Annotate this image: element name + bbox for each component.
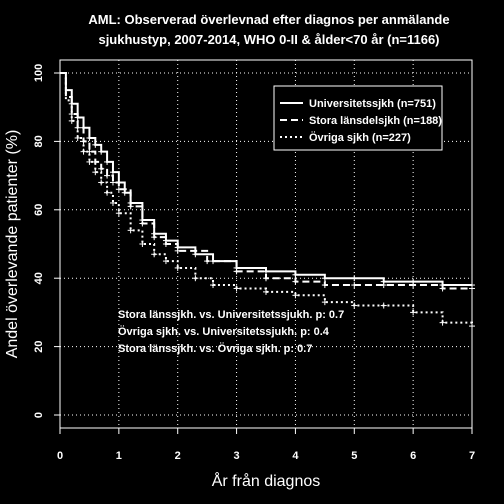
censor-mark [139, 220, 146, 227]
censor-mark [92, 169, 99, 176]
censor-mark [86, 158, 93, 165]
x-ticks: 0 1 2 3 4 5 6 7 [57, 428, 475, 462]
censor-mark [292, 271, 299, 278]
censor-mark [74, 134, 81, 141]
chart-title-line1: AML: Observerad överlevnad efter diagnos… [88, 12, 449, 27]
legend-label-1: Stora länsdelsjkh (n=188) [309, 115, 442, 127]
censor-mark [139, 241, 146, 247]
x-tick-label: 1 [116, 450, 122, 462]
x-tick-label: 6 [410, 450, 416, 462]
x-tick-label: 2 [175, 450, 181, 462]
x-tick-label: 7 [469, 450, 475, 462]
censor-mark [439, 319, 446, 326]
y-tick-label: 40 [33, 272, 45, 284]
censor-mark [98, 165, 105, 172]
censor-mark [210, 282, 217, 289]
x-tick-label: 4 [292, 450, 299, 462]
censor-mark [162, 258, 169, 265]
censor-mark [98, 179, 105, 186]
censor-mark [127, 203, 134, 210]
censor-mark [80, 148, 87, 155]
censor-mark [162, 241, 169, 247]
y-axis-title: Andel överlevande patienter (%) [4, 130, 21, 359]
legend-box [273, 85, 443, 151]
legend-label-2: Övriga sjkh (n=227) [309, 131, 411, 144]
x-tick-label: 3 [234, 450, 240, 462]
censor-mark [86, 134, 93, 141]
censor-mark [109, 199, 116, 206]
chart-title-line2: sjukhustyp, 2007-2014, WHO 0-II & ålder<… [98, 32, 439, 47]
y-tick-label: 20 [33, 340, 45, 352]
y-tick-label: 0 [33, 412, 45, 418]
censor-mark [115, 210, 122, 217]
censor-mark [115, 186, 122, 193]
x-tick-label: 0 [57, 450, 63, 462]
censor-mark [109, 169, 116, 176]
censor-mark [292, 278, 299, 285]
y-tick-label: 80 [33, 135, 45, 147]
survival-curve-1 [60, 72, 472, 290]
censor-mark [68, 117, 75, 124]
censor-mark [204, 258, 211, 265]
censor-mark [233, 285, 240, 292]
censor-mark [92, 141, 99, 148]
censor-mark [104, 158, 111, 165]
censor-mark [380, 302, 387, 309]
y-ticks: 0 20 40 60 80 100 [33, 64, 60, 418]
censor-mark [98, 148, 105, 155]
censor-mark [439, 285, 446, 292]
censor-mark [380, 282, 387, 289]
censor-mark [263, 275, 269, 282]
censor-mark [351, 275, 358, 282]
censor-mark [109, 179, 116, 186]
censor-mark [192, 251, 199, 258]
censor-mark [321, 299, 328, 306]
legend: Universitetssjkh (n=751) Stora länsdelsj… [273, 85, 443, 151]
censor-mark [410, 309, 417, 316]
censor-mark [351, 282, 358, 289]
censor-mark [192, 275, 199, 282]
x-tick-label: 5 [351, 450, 357, 462]
censor-mark [351, 302, 358, 309]
censor-mark [127, 227, 134, 234]
annotation-1: Stora länssjkh. vs. Universitetssjukh. p… [118, 309, 344, 321]
x-axis-title: År från diagnos [212, 471, 321, 490]
plot-frame [59, 59, 473, 429]
annotation-3: Stora länssjkh. vs. Övriga sjkh. p: 0.7 [118, 342, 312, 355]
annotation-2: Övriga sjkh. vs. Universitetssjukh. p: 0… [118, 325, 330, 338]
censor-mark [292, 292, 299, 299]
censor-mark [233, 268, 240, 275]
censor-mark [321, 275, 328, 282]
censor-mark [174, 247, 181, 254]
censor-mark [151, 251, 158, 258]
censor-mark [151, 234, 158, 241]
legend-label-0: Universitetssjkh (n=751) [309, 98, 436, 110]
series-group [60, 72, 475, 330]
censor-mark [104, 172, 111, 179]
censor-mark [321, 282, 328, 289]
censor-mark [174, 264, 181, 271]
y-tick-label: 60 [33, 204, 45, 216]
censor-mark [121, 189, 128, 196]
y-tick-label: 100 [33, 64, 45, 82]
censor-mark [410, 282, 417, 289]
censor-mark [104, 189, 111, 196]
censor-mark [263, 288, 269, 295]
